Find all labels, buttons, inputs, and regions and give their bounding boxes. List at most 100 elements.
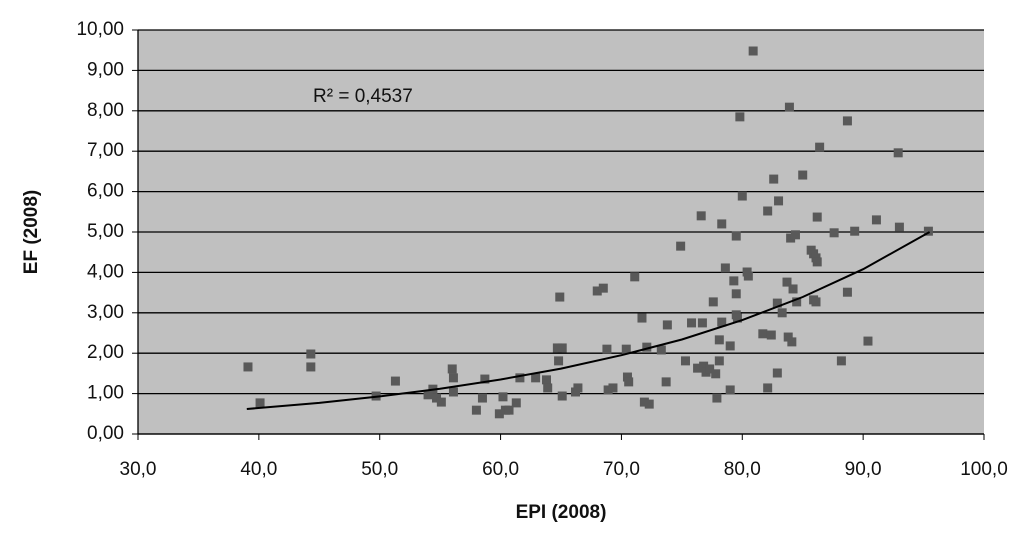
point [923, 226, 933, 236]
point [717, 317, 727, 327]
point [637, 313, 647, 323]
y-tick-label: 2,00 [87, 342, 124, 363]
point [557, 391, 567, 401]
point [541, 375, 551, 385]
point [448, 373, 458, 383]
point [731, 289, 741, 299]
point [552, 343, 562, 353]
point [656, 345, 666, 355]
point [621, 344, 631, 354]
point [842, 287, 852, 297]
point [676, 241, 686, 251]
point [763, 383, 773, 393]
point [390, 376, 400, 386]
point [769, 174, 779, 184]
point [423, 390, 433, 400]
point [743, 271, 753, 281]
point [705, 364, 715, 374]
point [871, 215, 881, 225]
point [712, 393, 722, 403]
point [471, 405, 481, 415]
y-tick-label: 7,00 [87, 140, 124, 161]
point [573, 383, 583, 393]
point [697, 318, 707, 328]
point [735, 112, 745, 122]
y-tick-label: 8,00 [87, 100, 124, 121]
point [622, 372, 632, 382]
point [714, 356, 724, 366]
y-tick-label: 3,00 [87, 302, 124, 323]
annotation: R² = 0,4537 [313, 86, 413, 107]
x-tick-label: 30,0 [120, 459, 157, 480]
y-tick-label: 1,00 [87, 383, 124, 404]
y-tick-label: 5,00 [87, 221, 124, 242]
x-tick-label: 40,0 [240, 459, 277, 480]
point [515, 373, 525, 383]
point [598, 283, 608, 293]
point [436, 397, 446, 407]
point [772, 368, 782, 378]
point [717, 219, 727, 229]
point [772, 298, 782, 308]
point [306, 349, 316, 359]
y-tick-label: 6,00 [87, 181, 124, 202]
point [731, 231, 741, 241]
point [711, 369, 721, 379]
point [725, 385, 735, 395]
point [725, 341, 735, 351]
point [829, 228, 839, 238]
point [504, 405, 514, 415]
point [680, 356, 690, 366]
point [531, 373, 541, 383]
x-tick-label: 50,0 [361, 459, 398, 480]
point [480, 374, 490, 384]
point [790, 230, 800, 240]
point [608, 383, 618, 393]
point [766, 330, 776, 340]
point [783, 332, 793, 342]
point [642, 342, 652, 352]
point [786, 233, 796, 243]
x-tick-label: 70,0 [603, 459, 640, 480]
point [815, 142, 825, 152]
point [639, 397, 649, 407]
point [644, 399, 654, 409]
y-tick-label: 4,00 [87, 261, 124, 282]
point [696, 211, 706, 221]
x-axis-title: EPI (2008) [516, 502, 607, 523]
y-axis-title: EF (2008) [21, 190, 42, 274]
point [894, 222, 904, 232]
point [812, 212, 822, 222]
point [737, 191, 747, 201]
point [592, 286, 602, 296]
point [255, 398, 265, 408]
x-tick-label: 80,0 [724, 459, 761, 480]
point [811, 297, 821, 307]
point [602, 344, 612, 354]
point [687, 318, 697, 328]
point [603, 385, 613, 395]
point [477, 393, 487, 403]
point [774, 196, 784, 206]
point [494, 409, 504, 419]
point [842, 116, 852, 126]
point [798, 170, 808, 180]
point [243, 362, 253, 372]
point [787, 337, 797, 347]
point [763, 206, 773, 216]
y-tick-label: 0,00 [87, 423, 124, 444]
point [555, 292, 565, 302]
point [554, 356, 564, 366]
point [893, 148, 903, 158]
y-tick-label: 9,00 [87, 59, 124, 80]
x-tick-label: 100,0 [960, 459, 1008, 480]
point [661, 377, 671, 387]
point [758, 329, 768, 339]
point [511, 398, 521, 408]
point [784, 102, 794, 112]
point [836, 356, 846, 366]
point [432, 393, 442, 403]
x-tick-label: 60,0 [482, 459, 519, 480]
point [788, 284, 798, 294]
point [748, 46, 758, 56]
